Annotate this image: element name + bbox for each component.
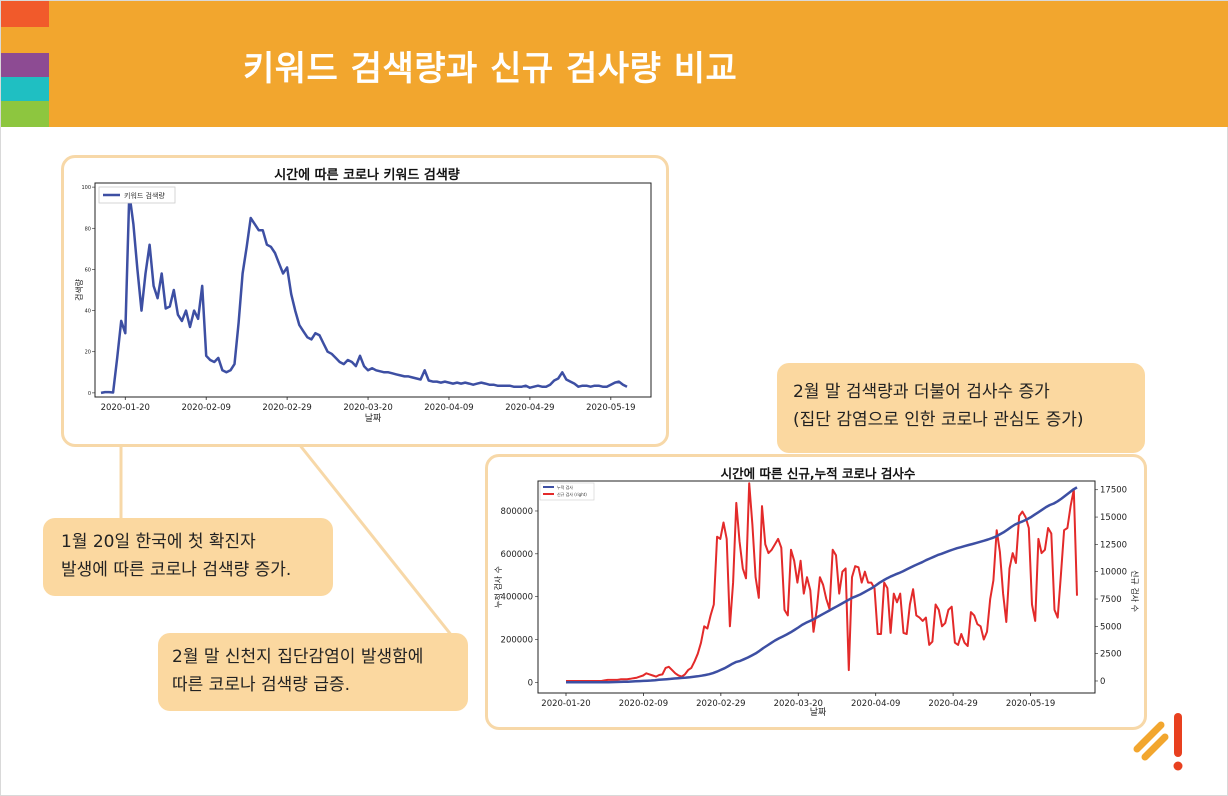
- callout-shincheonji: 2월 말 신천지 집단감염이 발생함에 따른 코로나 검색량 급증.: [158, 633, 468, 711]
- chart2-legend-new: 신규 검사 (right): [557, 491, 587, 497]
- chart1-xlabel: 날짜: [365, 413, 382, 424]
- callout-shincheonji-line2: 따른 코로나 검색량 급증.: [172, 675, 351, 695]
- chart2-y-right-tick-label: 15000: [1100, 513, 1127, 523]
- chart2-legend: 누적 검사 신규 검사 (right): [539, 482, 595, 501]
- chart2-new-tests-line: [566, 482, 1078, 682]
- chart2-x-tick-label: 2020-02-09: [619, 699, 668, 709]
- header-band: [1, 1, 1228, 127]
- chart1-legend-label: 키워드 검색량: [124, 191, 165, 200]
- chart1-x-tick-label: 2020-01-20: [101, 403, 150, 413]
- chart2-y-right-tick-label: 7500: [1100, 595, 1122, 605]
- chart2-y-left-tick-label: 0: [528, 678, 533, 688]
- chart2-y-right-tick-label: 17500: [1100, 486, 1127, 496]
- brand-logo-icon: [1133, 713, 1183, 771]
- connector-feb-end: [277, 418, 458, 642]
- callout-shincheonji-line1: 2월 말 신천지 집단감염이 발생함에: [172, 647, 424, 667]
- chart2-y-right-tick-label: 5000: [1100, 622, 1122, 632]
- chart2-axis-ticks: 2020-01-20 2020-02-09 2020-02-29 2020-03-20…: [501, 486, 1128, 709]
- chart2-y-left-tick-label: 400000: [501, 593, 533, 603]
- chart2-y-left-tick-label: 200000: [501, 635, 533, 645]
- chart2-legend-cumulative: 누적 검사: [557, 484, 573, 490]
- chart1-title: 시간에 따른 코로나 키워드 검색량: [274, 167, 460, 183]
- chart2-ylabel-right: 신규 검사 수: [1130, 570, 1140, 612]
- stripe-orange: [1, 27, 49, 53]
- chart1-y-tick-label: 100: [81, 185, 91, 191]
- chart1-x-tick-label: 2020-05-19: [586, 403, 635, 413]
- chart1-plot-area: [94, 182, 652, 398]
- chart2-y-right-tick-label: 2500: [1100, 650, 1122, 660]
- chart1-y-tick-label: 0: [88, 391, 91, 397]
- callout-first-case: 1월 20일 한국에 첫 확진자 발생에 따른 코로나 검색량 증가.: [43, 518, 333, 596]
- chart2-ylabel-left: 누적 검사 수: [493, 566, 503, 608]
- chart1-x-tick-label: 2020-03-20: [343, 403, 392, 413]
- chart2-xlabel: 날짜: [810, 707, 827, 718]
- callout-first-case-line1: 1월 20일 한국에 첫 확진자: [61, 532, 256, 552]
- chart1-ylabel: 검색량: [74, 278, 84, 301]
- callout-tests-increase: 2월 말 검색량과 더불어 검사수 증가 (집단 감염으로 인한 코로나 관심도…: [777, 363, 1145, 453]
- chart1-legend: 키워드 검색량: [98, 186, 176, 204]
- chart1-legend-box: [98, 186, 176, 204]
- stripe-red: [1, 1, 49, 27]
- stripe-purple: [1, 53, 49, 77]
- stripe-teal: [1, 77, 49, 101]
- chart2-y-right-tick-label: 12500: [1100, 540, 1127, 550]
- callout-first-case-line2: 발생에 따른 코로나 검색량 증가.: [61, 560, 292, 580]
- chart2-x-tick-label: 2020-01-20: [541, 699, 590, 709]
- chart1-y-tick-label: 20: [85, 350, 91, 356]
- chart2-y-right-tick-label: 10000: [1100, 568, 1127, 578]
- chart1-x-tick-label: 2020-04-09: [424, 403, 473, 413]
- stripe-green: [1, 101, 49, 127]
- chart1-y-tick-label: 80: [85, 226, 91, 232]
- callout-tests-line1: 2월 말 검색량과 더불어 검사수 증가: [793, 382, 1050, 402]
- chart1-x-tick-label: 2020-02-29: [262, 403, 311, 413]
- chart1-x-tick-label: 2020-02-09: [181, 403, 230, 413]
- chart2-plot-area: [537, 480, 1096, 694]
- chart2-x-tick-label: 2020-05-19: [1006, 699, 1055, 709]
- chart2-y-left-tick-label: 800000: [501, 507, 533, 517]
- chart1-y-tick-label: 60: [85, 267, 91, 273]
- chart1-axis-ticks: 2020-01-20 2020-02-09 2020-02-29 2020-03-20…: [81, 185, 635, 413]
- search-chart-frame: [61, 155, 669, 447]
- chart2-y-left-tick-label: 600000: [501, 550, 533, 560]
- chart2-x-tick-label: 2020-04-29: [928, 699, 977, 709]
- chart2-title: 시간에 따른 신규,누적 코로나 검사수: [721, 466, 916, 481]
- callout-tests-line2: (집단 감염으로 인한 코로나 관심도 증가): [793, 410, 1084, 430]
- chart1-x-tick-label: 2020-04-29: [505, 403, 554, 413]
- chart2-y-right-tick-label: 0: [1100, 677, 1105, 687]
- slide-title: 키워드 검색량과 신규 검사량 비교: [243, 49, 738, 89]
- chart2-cumulative-line: [566, 486, 1078, 684]
- chart2-x-tick-label: 2020-04-09: [851, 699, 900, 709]
- chart1-series-line: [100, 192, 628, 395]
- chart1-y-tick-label: 40: [85, 309, 91, 315]
- chart2-x-tick-label: 2020-02-29: [696, 699, 745, 709]
- chart2-x-tick-label: 2020-03-20: [774, 699, 823, 709]
